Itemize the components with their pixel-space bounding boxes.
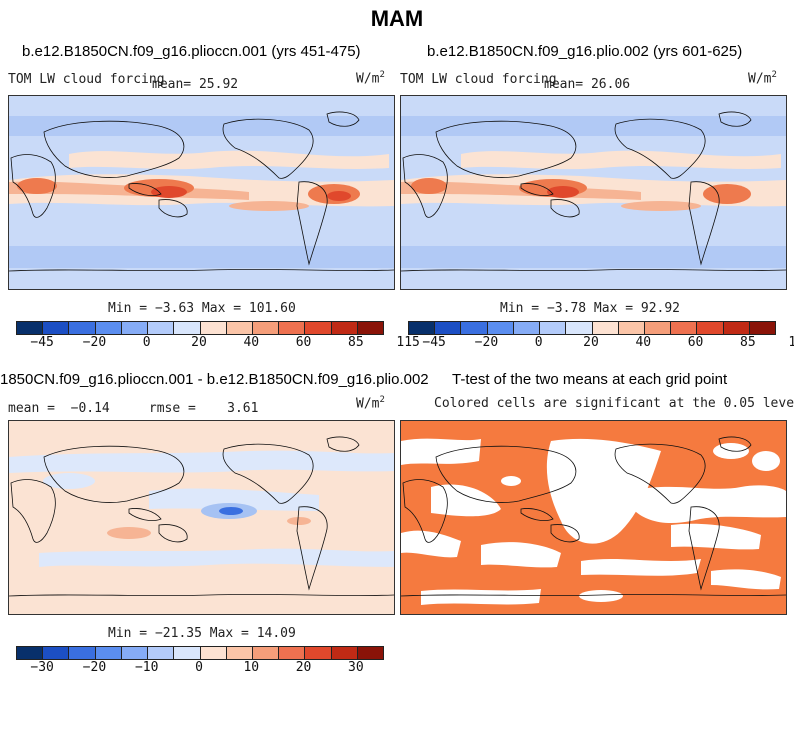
colorbar-swatch xyxy=(43,647,70,659)
colorbar-tick-label: 85 xyxy=(348,335,364,350)
panel1-variable-label: TOM LW cloud forcing xyxy=(8,72,165,87)
colorbar-tick-label: −20 xyxy=(82,660,107,675)
colorbar-tick-label: 0 xyxy=(534,335,543,350)
panel4-subtitle: T-test of the two means at each grid poi… xyxy=(452,371,728,388)
colorbar-swatch xyxy=(461,322,488,334)
colorbar-swatch xyxy=(200,647,227,659)
panel2-map xyxy=(400,95,787,290)
colorbar-swatch xyxy=(121,322,149,334)
colorbar-swatch xyxy=(409,322,436,334)
colorbar-swatch xyxy=(723,322,750,334)
panel3-minmax: Min = −21.35 Max = 14.09 xyxy=(108,626,296,641)
colorbar-tick-label: 60 xyxy=(687,335,704,350)
figure-title: MAM xyxy=(370,6,424,31)
colorbar-tick-label: 20 xyxy=(191,335,207,350)
panel3-map-field xyxy=(9,421,394,614)
colorbar-tick-label: −20 xyxy=(82,335,107,350)
panel4-map-field xyxy=(401,421,786,614)
colorbar-tick-label: 115 xyxy=(396,335,420,350)
colorbar-swatch xyxy=(618,322,645,334)
colorbar-swatch xyxy=(148,647,175,659)
colorbar-swatch xyxy=(513,322,541,334)
colorbar-swatch xyxy=(148,322,175,334)
panel2-colorbar xyxy=(408,321,776,335)
colorbar-swatch xyxy=(540,322,567,334)
colorbar-swatch xyxy=(17,647,44,659)
colorbar-swatch xyxy=(174,647,201,659)
panel2-variable-label: TOM LW cloud forcing xyxy=(400,72,557,87)
panel4-note: Colored cells are significant at the 0.0… xyxy=(434,396,794,411)
panel3-colorbar-ticks: −30 −20 −10 0 10 20 30 xyxy=(16,660,382,676)
colorbar-swatch xyxy=(95,322,122,334)
colorbar-swatch xyxy=(697,322,724,334)
colorbar-swatch xyxy=(357,322,384,334)
panel1-units: W/m2 xyxy=(356,70,385,87)
colorbar-tick-label: −45 xyxy=(422,335,446,350)
colorbar-swatch xyxy=(644,322,672,334)
colorbar-swatch xyxy=(200,322,227,334)
colorbar-swatch xyxy=(749,322,776,334)
colorbar-swatch xyxy=(174,322,201,334)
colorbar-swatch xyxy=(435,322,462,334)
colorbar-tick-label: 85 xyxy=(740,335,756,350)
panel1-map xyxy=(8,95,395,290)
colorbar-swatch xyxy=(305,322,332,334)
panel2-units: W/m2 xyxy=(748,70,777,87)
colorbar-swatch xyxy=(331,322,358,334)
colorbar-swatch xyxy=(69,647,96,659)
colorbar-tick-label: −30 xyxy=(30,660,54,675)
panel3-colorbar xyxy=(16,646,384,660)
colorbar-swatch xyxy=(95,647,122,659)
colorbar-swatch xyxy=(487,322,514,334)
colorbar-swatch xyxy=(279,647,306,659)
colorbar-tick-label: −10 xyxy=(134,660,159,675)
colorbar-swatch xyxy=(226,647,253,659)
panel2-mean: mean= 26.06 xyxy=(544,77,631,92)
colorbar-swatch xyxy=(279,322,306,334)
colorbar-swatch xyxy=(671,322,698,334)
panel2-minmax: Min = −3.78 Max = 92.92 xyxy=(500,301,681,316)
colorbar-swatch xyxy=(357,647,384,659)
colorbar-tick-label: 60 xyxy=(295,335,312,350)
colorbar-swatch xyxy=(592,322,619,334)
colorbar-swatch xyxy=(69,322,96,334)
colorbar-swatch xyxy=(331,647,358,659)
panel3-subtitle: 1850CN.f09_g16.plioccn.001 - b.e12.B1850… xyxy=(0,371,429,388)
colorbar-tick-label: 0 xyxy=(195,660,203,675)
colorbar-tick-label: −20 xyxy=(474,335,499,350)
panel1-colorbar xyxy=(16,321,384,335)
colorbar-tick-label: 115 xyxy=(788,335,794,350)
panel1-map-field xyxy=(9,96,394,289)
colorbar-swatch xyxy=(252,647,280,659)
colorbar-tick-label: 30 xyxy=(348,660,364,675)
colorbar-swatch xyxy=(305,647,332,659)
colorbar-tick-label: 40 xyxy=(635,335,652,350)
panel3-stats: mean = −0.14 rmse = 3.61 xyxy=(8,401,259,416)
panel3-units: W/m2 xyxy=(356,395,385,412)
panel2-subtitle: b.e12.B1850CN.f09_g16.plio.002 (yrs 601-… xyxy=(427,43,743,60)
colorbar-swatch xyxy=(17,322,44,334)
colorbar-swatch xyxy=(121,647,149,659)
colorbar-swatch xyxy=(43,322,70,334)
panel4-map xyxy=(400,420,787,615)
panel2-map-field xyxy=(401,96,786,289)
colorbar-tick-label: 40 xyxy=(243,335,260,350)
colorbar-tick-label: −45 xyxy=(30,335,54,350)
panel3-map xyxy=(8,420,395,615)
panel2-colorbar-ticks: −45 −20 0 20 40 60 85 115 xyxy=(408,335,794,351)
panel1-minmax: Min = −3.63 Max = 101.60 xyxy=(108,301,296,316)
colorbar-tick-label: 0 xyxy=(142,335,151,350)
colorbar-tick-label: 20 xyxy=(295,660,312,675)
colorbar-swatch xyxy=(252,322,280,334)
panel1-subtitle: b.e12.B1850CN.f09_g16.plioccn.001 (yrs 4… xyxy=(22,43,361,60)
colorbar-swatch xyxy=(566,322,593,334)
panel1-colorbar-ticks: −45 −20 0 20 40 60 85 115 xyxy=(16,335,419,351)
colorbar-tick-label: 10 xyxy=(243,660,260,675)
panel1-mean: mean= 25.92 xyxy=(152,77,239,92)
colorbar-swatch xyxy=(226,322,253,334)
colorbar-tick-label: 20 xyxy=(583,335,599,350)
